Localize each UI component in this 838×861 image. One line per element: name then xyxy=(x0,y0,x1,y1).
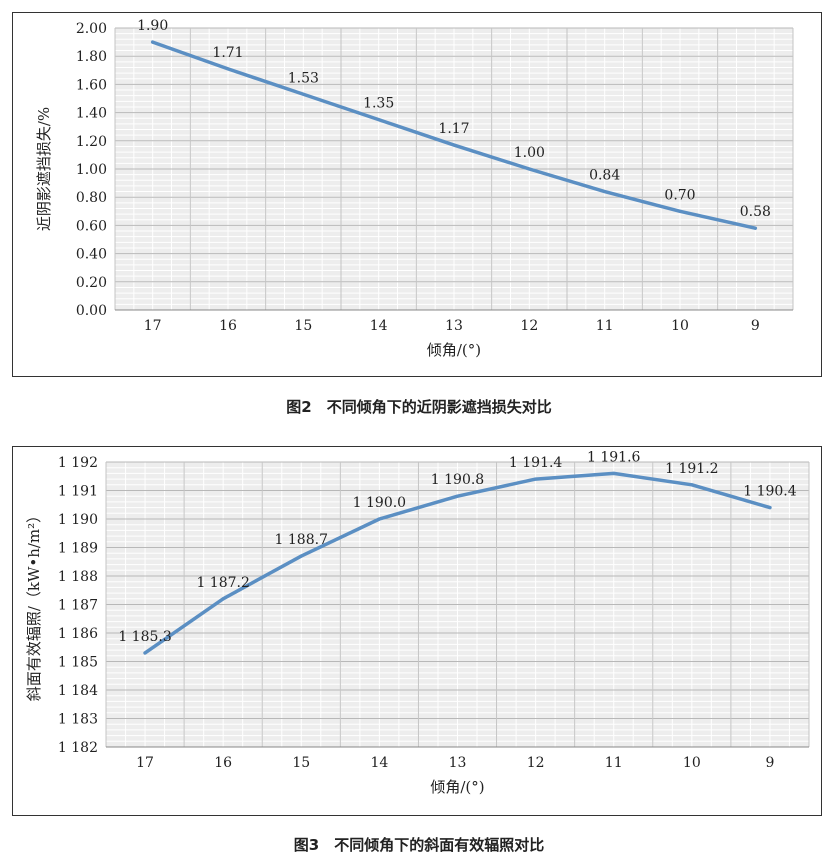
y-tick-label: 1 188 xyxy=(58,569,98,585)
data-label: 1 191.6 xyxy=(587,449,641,465)
data-point xyxy=(527,167,531,171)
data-label: 1.53 xyxy=(288,70,319,86)
band-separators xyxy=(105,462,810,747)
x-tick-label: 10 xyxy=(683,755,701,771)
data-point xyxy=(603,190,607,194)
data-points xyxy=(151,40,757,230)
figure-caption-2: 图2 不同倾角下的近阴影遮挡损失对比 xyxy=(286,398,552,416)
x-axis-title: 倾角/(°) xyxy=(427,341,481,359)
y-tick-label: 1 185 xyxy=(58,655,98,671)
x-tick-label: 17 xyxy=(136,755,154,771)
x-tick-label: 11 xyxy=(596,318,614,334)
data-point xyxy=(143,651,147,655)
data-label: 1.90 xyxy=(137,18,168,34)
data-labels: 1 185.3 1 187.2 1 188.7 1 190.0 1 190.8 1 191… xyxy=(118,449,796,645)
y-tick-label: 1 192 xyxy=(58,455,98,471)
y-tick-label: 1.00 xyxy=(76,162,107,178)
y-axis-title: 近阴影遮挡损失/% xyxy=(35,107,53,231)
x-tick-labels: 17 16 15 14 13 12 11 10 9 xyxy=(144,318,760,334)
x-tick-label: 13 xyxy=(449,755,467,771)
x-tick-labels: 17 16 15 14 13 12 11 10 9 xyxy=(136,755,774,771)
y-tick-label: 0.80 xyxy=(76,190,107,206)
data-label: 1.35 xyxy=(363,96,394,112)
chart-panel-shading-loss: 0.00 0.20 0.40 0.60 0.80 1.00 1.20 1.40 1.60 1.80… xyxy=(12,12,822,377)
data-label: 1 191.4 xyxy=(509,455,563,471)
x-tick-label: 14 xyxy=(370,318,388,334)
y-tick-label: 1.40 xyxy=(76,106,107,122)
x-tick-label: 10 xyxy=(671,318,689,334)
y-tick-label: 1 184 xyxy=(58,683,98,699)
x-tick-label: 12 xyxy=(520,318,538,334)
y-tick-label: 1 182 xyxy=(58,740,98,756)
shading-loss-chart: 0.00 0.20 0.40 0.60 0.80 1.00 1.20 1.40 1.60 1.80… xyxy=(35,18,794,359)
y-tick-label: 1 183 xyxy=(58,712,98,728)
data-points xyxy=(143,471,772,655)
data-label: 1 190.0 xyxy=(353,495,406,511)
data-point xyxy=(452,143,456,147)
x-tick-label: 14 xyxy=(370,755,388,771)
data-point xyxy=(678,209,682,213)
band-separators xyxy=(114,28,794,310)
data-point xyxy=(612,471,616,475)
data-label: 1 187.2 xyxy=(196,575,249,591)
y-tick-label: 1 189 xyxy=(58,541,98,557)
data-point xyxy=(301,92,305,96)
y-tick-label: 0.20 xyxy=(76,275,107,291)
y-tick-label: 1 190 xyxy=(58,512,98,528)
x-tick-label: 15 xyxy=(292,755,310,771)
y-tick-label: 1.80 xyxy=(76,49,107,65)
data-label: 1 188.7 xyxy=(275,532,328,548)
data-label: 1.17 xyxy=(438,121,469,137)
figure-caption-3: 图3 不同倾角下的斜面有效辐照对比 xyxy=(293,836,545,854)
x-tick-label: 9 xyxy=(751,318,760,334)
x-tick-label: 16 xyxy=(214,755,232,771)
y-tick-labels: 1 182 1 183 1 184 1 185 1 186 1 187 1 188 1 189… xyxy=(58,455,98,756)
y-tick-label: 1.60 xyxy=(76,77,107,93)
data-label: 0.70 xyxy=(664,187,695,203)
y-tick-label: 0.60 xyxy=(76,218,107,234)
data-point xyxy=(226,67,230,71)
data-point xyxy=(534,477,538,481)
y-tick-label: 1.20 xyxy=(76,134,107,150)
x-tick-label: 16 xyxy=(219,318,237,334)
y-tick-labels: 0.00 0.20 0.40 0.60 0.80 1.00 1.20 1.40 1.60 1.80… xyxy=(76,21,107,319)
data-label: 0.84 xyxy=(589,168,620,184)
y-tick-label: 0.40 xyxy=(76,247,107,263)
data-labels: 1.90 1.71 1.53 1.35 1.17 1.00 0.84 0.70 0.58 xyxy=(137,18,771,220)
y-axis-title: 斜面有效辐照/（kW•h/m²） xyxy=(25,508,43,701)
data-label: 1.71 xyxy=(212,45,243,61)
y-tick-label: 2.00 xyxy=(76,21,107,37)
y-tick-label: 1 186 xyxy=(58,626,98,642)
data-point xyxy=(456,494,459,498)
data-label: 1 190.4 xyxy=(743,484,797,500)
data-point xyxy=(768,506,772,510)
minor-horizontal-gridlines xyxy=(115,33,793,305)
x-axis-title: 倾角/(°) xyxy=(430,778,484,796)
data-label: 1 190.8 xyxy=(431,472,484,488)
x-tick-label: 9 xyxy=(765,755,774,771)
data-point xyxy=(377,118,381,122)
data-point xyxy=(299,554,303,558)
y-tick-label: 1 187 xyxy=(58,598,98,614)
data-point xyxy=(221,597,225,601)
data-label: 1 191.2 xyxy=(665,461,718,477)
data-point xyxy=(753,226,757,230)
x-tick-label: 13 xyxy=(445,318,463,334)
data-point xyxy=(377,517,381,521)
irradiance-chart: 1 182 1 183 1 184 1 185 1 186 1 187 1 188 1 189… xyxy=(25,449,810,796)
y-tick-label: 1 191 xyxy=(58,484,98,500)
x-tick-label: 11 xyxy=(605,755,623,771)
x-tick-label: 12 xyxy=(527,755,545,771)
data-label: 0.58 xyxy=(740,204,771,220)
data-point xyxy=(690,483,694,487)
data-label: 1.00 xyxy=(514,145,545,161)
data-point xyxy=(151,40,155,44)
x-tick-label: 15 xyxy=(294,318,312,334)
x-tick-label: 17 xyxy=(144,318,162,334)
data-label: 1 185.3 xyxy=(118,629,171,645)
chart-panel-irradiance: 1 182 1 183 1 184 1 185 1 186 1 187 1 188 1 189… xyxy=(12,446,822,816)
y-tick-label: 0.00 xyxy=(76,303,107,319)
